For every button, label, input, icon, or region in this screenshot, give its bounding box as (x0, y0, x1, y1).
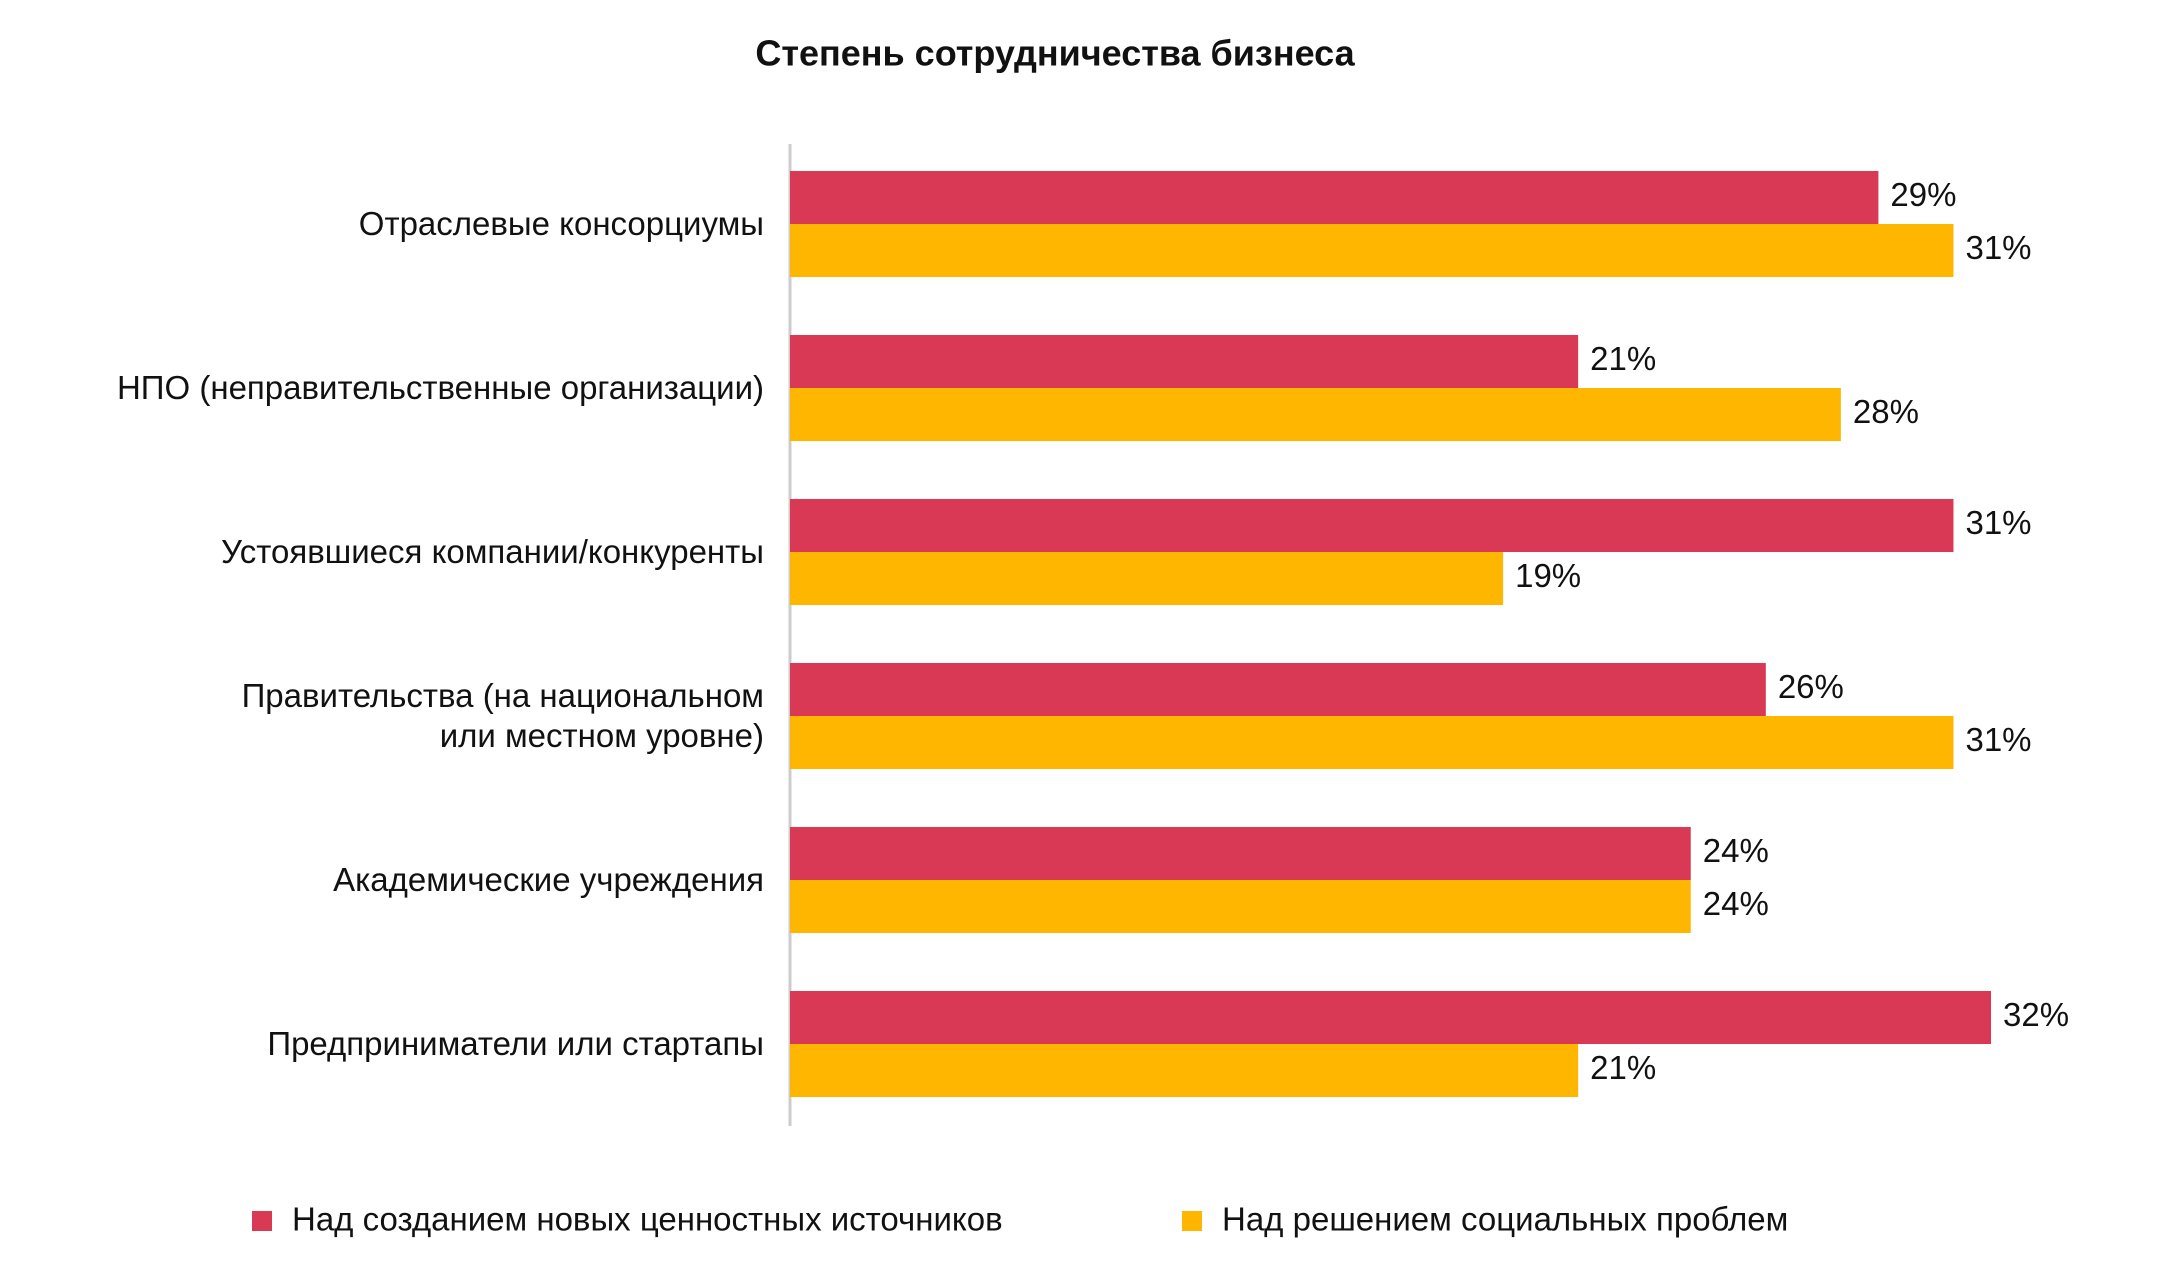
legend-swatch (252, 1211, 272, 1231)
bar (790, 224, 1954, 277)
category-label: НПО (неправительственные организации) (116, 369, 764, 406)
bar (790, 388, 1841, 441)
category-label: Предприниматели или стартапы (267, 1025, 764, 1062)
value-label: 24% (1703, 832, 1769, 869)
legend-label: Над созданием новых ценностных источнико… (292, 1201, 1003, 1238)
bar (790, 499, 1954, 552)
value-label: 31% (1965, 504, 2031, 541)
bar (790, 335, 1579, 388)
value-label: 19% (1515, 557, 1581, 594)
category-label: Отраслевые консорциумы (358, 205, 764, 242)
category-label: Правительства (на национальном или местн… (241, 677, 764, 754)
bar (790, 827, 1691, 880)
value-label: 32% (2003, 996, 2069, 1033)
value-label: 31% (1965, 721, 2031, 758)
legend-label: Над решением социальных проблем (1222, 1201, 1788, 1238)
bar (790, 880, 1691, 933)
chart-title: Степень сотрудничества бизнеса (755, 33, 1355, 74)
value-label: 21% (1590, 340, 1656, 377)
value-label: 26% (1778, 668, 1844, 705)
value-label: 31% (1965, 229, 2031, 266)
bar (790, 552, 1504, 605)
bar (790, 716, 1954, 769)
value-label: 24% (1703, 885, 1769, 922)
bar (790, 1044, 1579, 1097)
value-label: 28% (1853, 393, 1919, 430)
bar (790, 171, 1879, 224)
value-label: 21% (1590, 1049, 1656, 1086)
value-label: 29% (1890, 176, 1956, 213)
bar (790, 663, 1766, 716)
category-label: Академические учреждения (333, 861, 764, 898)
category-label: Устоявшиеся компании/конкуренты (221, 533, 764, 570)
legend-swatch (1182, 1211, 1202, 1231)
bar (790, 991, 1991, 1044)
